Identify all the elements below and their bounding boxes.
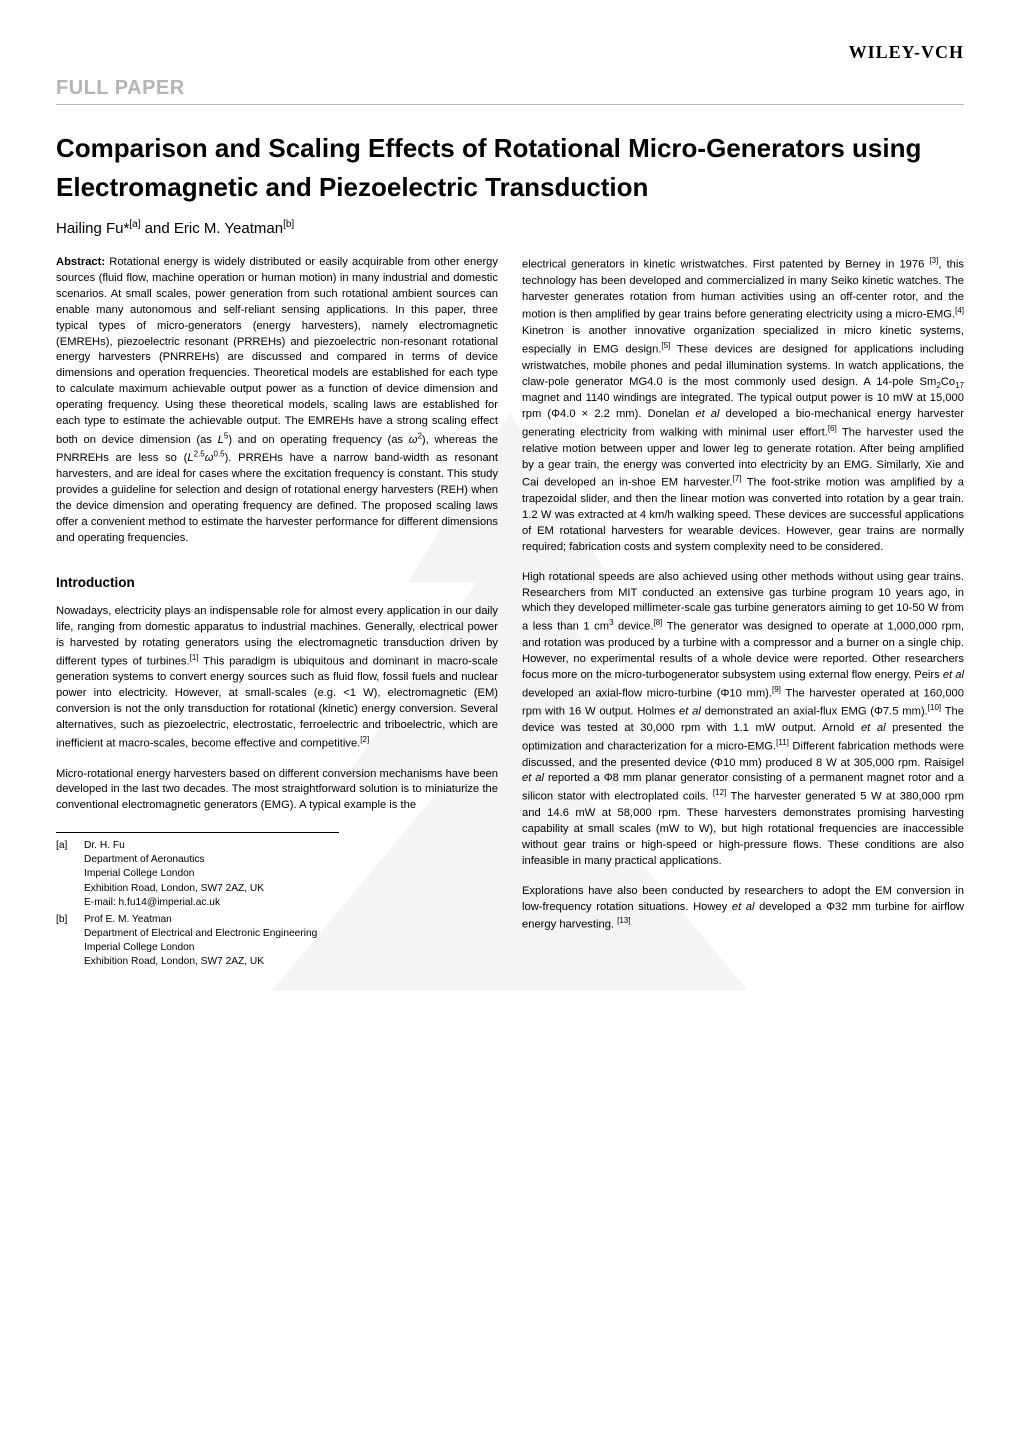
publisher-brand: WILEY-VCH <box>56 42 964 63</box>
abstract-text: Rotational energy is widely distributed … <box>56 256 498 544</box>
affiliation-row: [b]Prof E. M. YeatmanDepartment of Elect… <box>56 913 498 969</box>
right-paragraph-1: electrical generators in kinetic wristwa… <box>522 255 964 556</box>
abstract-label: Abstract: <box>56 256 105 268</box>
two-column-body: Abstract: Rotational energy is widely di… <box>56 255 964 972</box>
paper-title: Comparison and Scaling Effects of Rotati… <box>56 129 964 207</box>
affiliation-details: Prof E. M. YeatmanDepartment of Electric… <box>84 913 498 969</box>
abstract-block: Abstract: Rotational energy is widely di… <box>56 255 498 547</box>
affiliation-tag: [a] <box>56 839 84 909</box>
right-paragraph-2: High rotational speeds are also achieved… <box>522 570 964 870</box>
affiliation-row: [a]Dr. H. FuDepartment of AeronauticsImp… <box>56 839 498 909</box>
section-label: FULL PAPER <box>56 77 964 105</box>
intro-paragraph-1: Nowadays, electricity plays an indispens… <box>56 604 498 753</box>
paper-authors: Hailing Fu*[a] and Eric M. Yeatman[b] <box>56 219 964 237</box>
right-column: electrical generators in kinetic wristwa… <box>522 255 964 972</box>
affiliation-details: Dr. H. FuDepartment of AeronauticsImperi… <box>84 839 498 909</box>
intro-paragraph-2: Micro-rotational energy harvesters based… <box>56 767 498 815</box>
intro-heading: Introduction <box>56 573 498 592</box>
affiliations-block: [a]Dr. H. FuDepartment of AeronauticsImp… <box>56 832 498 969</box>
right-paragraph-3: Explorations have also been conducted by… <box>522 884 964 934</box>
affiliation-tag: [b] <box>56 913 84 969</box>
left-column: Abstract: Rotational energy is widely di… <box>56 255 498 972</box>
affiliations-rule <box>56 832 339 833</box>
